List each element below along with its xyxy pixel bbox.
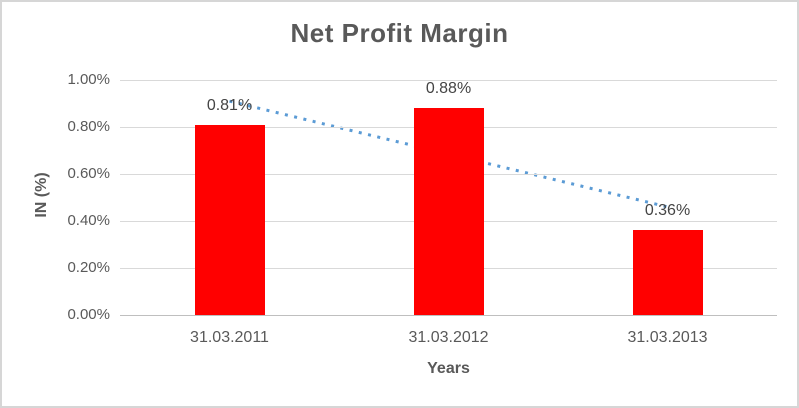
y-tick-label: 0.60% [67,165,110,182]
bar-value-label: 0.88% [425,80,472,98]
x-tick-label: 31.03.2012 [408,329,489,346]
gridline [120,80,777,81]
x-axis-title: Years [427,360,470,377]
y-tick-label: 1.00% [67,71,110,88]
chart-title: Net Profit Margin [290,18,509,48]
y-tick-label: 0.40% [67,212,110,229]
bar [194,124,265,315]
y-tick-label: 0.80% [67,118,110,135]
bar [632,230,703,315]
bar [413,108,484,315]
y-tick-label: 0.00% [67,306,110,323]
plot-area: 1.00% 0.80% 0.60% 0.40% 0.20% 0.00% 0.81% 31.03… [67,71,777,346]
bar-value-label: 0.36% [644,202,691,220]
x-axis-line [120,315,777,316]
x-tick-label: 31.03.2011 [190,329,269,346]
bar-value-label: 0.81% [206,96,253,114]
y-tick-label: 0.20% [67,259,110,276]
x-tick-label: 31.03.2013 [627,329,708,346]
